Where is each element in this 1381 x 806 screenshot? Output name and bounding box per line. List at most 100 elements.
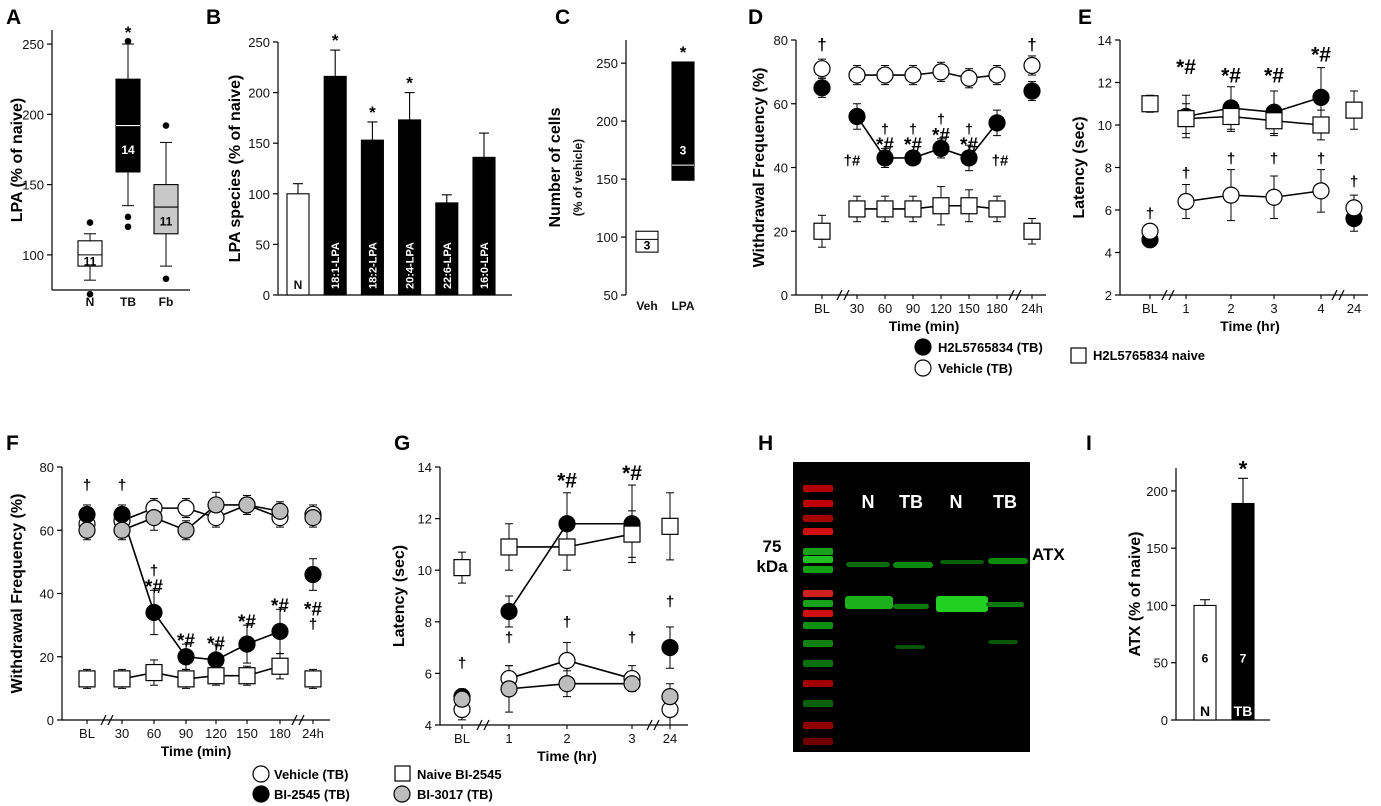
- axis-break-mark: [107, 714, 114, 726]
- data-point-square: [453, 559, 471, 577]
- data-point-square: [848, 200, 866, 218]
- y-tick-label: 6: [425, 666, 432, 681]
- bar-label: TB: [1234, 703, 1253, 719]
- y-tick-label: 10: [418, 563, 432, 578]
- x-tick-label: 24h: [1021, 301, 1043, 316]
- data-point-circle: [177, 648, 195, 666]
- x-tick-label: BL: [814, 301, 830, 316]
- data-point-circle: [453, 690, 471, 708]
- bar: [286, 193, 310, 296]
- ladder-band: [803, 660, 833, 667]
- blot-marker-unit: kDa: [756, 557, 788, 576]
- x-axis-label: Time (min): [161, 743, 232, 759]
- significance-annotation: †#: [844, 152, 861, 169]
- y-tick-label: 12: [418, 512, 432, 527]
- data-point-square: [558, 538, 576, 556]
- panel-label-b: B: [206, 6, 221, 29]
- panel-h-western-blot: N TB N TB 75 kDa ATX: [756, 462, 1065, 752]
- significance-annotation: *#: [932, 126, 950, 147]
- data-point-circle: [932, 63, 950, 81]
- x-tick-label: 120: [930, 301, 952, 316]
- y-tick-label: 100: [248, 187, 270, 202]
- x-tick-label: 150: [958, 301, 980, 316]
- data-point-circle: [304, 565, 322, 584]
- panel-label-g: G: [394, 432, 410, 455]
- y-tick-label: 100: [596, 230, 618, 245]
- x-tick-label: 3: [1270, 301, 1277, 316]
- x-tick-label: 150: [236, 726, 258, 741]
- y-tick-label: 14: [1098, 33, 1112, 48]
- ladder-band: [803, 640, 833, 647]
- significance-annotation: *#: [207, 634, 225, 655]
- data-point-circle: [113, 505, 131, 524]
- ladder-band: [803, 515, 833, 522]
- panel-a-boxplot: 100 150 200 250 LPA (% of naive) 11 N 14 TB * 11 Fb: [9, 23, 190, 309]
- significance-annotation: *#: [622, 462, 642, 485]
- axis-break-mark: [100, 714, 107, 726]
- data-point-circle: [113, 521, 131, 539]
- panel-label-h: H: [758, 432, 773, 455]
- legend-marker-white-circle: [252, 765, 270, 783]
- y-axis-label: Number of cells: [547, 107, 564, 227]
- panel-label-c: C: [555, 6, 570, 29]
- y-tick-label: 40: [774, 161, 788, 176]
- significance-annotation: *#: [1176, 56, 1196, 79]
- panel-label-f: F: [6, 432, 19, 455]
- data-point-circle: [661, 688, 679, 706]
- legend-marker-black-circle: [914, 338, 932, 356]
- legend-label: H2L5765834 naive: [1093, 348, 1205, 363]
- blot-band: [936, 596, 988, 612]
- legend-label: BI-3017 (TB): [417, 787, 493, 802]
- x-tick-label: 30: [115, 726, 129, 741]
- panel-label-e: E: [1078, 6, 1092, 29]
- y-tick-label: 6: [1105, 203, 1112, 218]
- data-point-square: [1222, 107, 1240, 126]
- box-body: [77, 240, 103, 267]
- y-tick-label: 60: [774, 97, 788, 112]
- y-tick-label: 150: [1146, 541, 1168, 556]
- significance-annotation: †: [150, 562, 158, 579]
- significance-annotation: †: [965, 120, 973, 136]
- y-tick-label: 200: [1146, 484, 1168, 499]
- axis-break-mark: [646, 719, 653, 731]
- y-axis-label: Latency (sec): [1071, 116, 1088, 218]
- significance-annotation: *#: [557, 470, 577, 493]
- y-tick-label: 20: [40, 650, 54, 665]
- ladder-band: [803, 610, 833, 617]
- significance-annotation: *#: [145, 577, 163, 598]
- y-axis-label: Withdrawal Frequency (%): [9, 494, 26, 694]
- axis-break-mark: [1168, 289, 1175, 301]
- significance-annotation: †: [1027, 35, 1036, 54]
- blot-band: [845, 596, 893, 609]
- legend-label: H2L5765834 (TB): [938, 340, 1043, 355]
- data-point-square: [623, 525, 641, 543]
- significance-annotation: *#: [238, 612, 256, 633]
- data-point-circle: [904, 66, 922, 84]
- ladder-band: [803, 622, 833, 629]
- data-point-circle: [1023, 82, 1041, 100]
- x-tick-label: 90: [906, 301, 920, 316]
- x-axis-label: Time (min): [889, 318, 960, 334]
- ladder-band: [803, 485, 833, 492]
- y-tick-label: 250: [248, 35, 270, 50]
- significance-annotation: *#: [876, 135, 894, 156]
- axis-break-mark: [483, 719, 490, 731]
- y-axis-label: Latency (sec): [391, 545, 408, 647]
- axis-break-mark: [1331, 289, 1338, 301]
- x-axis-label: Time (hr): [537, 748, 597, 764]
- data-point-circle: [960, 149, 978, 167]
- data-point-square: [177, 670, 195, 688]
- data-point-circle: [271, 622, 289, 641]
- significance-mark: *: [680, 43, 687, 62]
- ladder-band: [803, 528, 833, 535]
- data-point-circle: [558, 675, 576, 693]
- panel-c-floating-bars: 50 100 150 200 250 Number of cells (% of vehic…: [547, 40, 695, 313]
- data-point-square: [1265, 112, 1283, 130]
- significance-annotation: *#: [271, 596, 289, 617]
- significance-annotation: †: [1270, 150, 1278, 167]
- significance-mark: *: [125, 23, 132, 42]
- data-point-circle: [177, 499, 195, 517]
- x-tick-label: 180: [986, 301, 1008, 316]
- data-point-square: [1177, 110, 1195, 128]
- y-tick-label: 4: [425, 718, 432, 733]
